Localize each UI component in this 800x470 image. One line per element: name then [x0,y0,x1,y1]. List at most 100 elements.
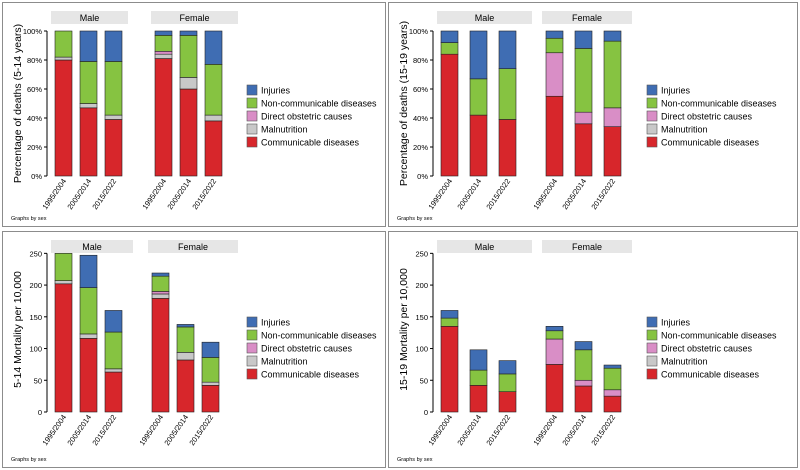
y-tick-label: 40% [413,114,428,123]
x-tick-label: 2005/2014 [560,413,588,447]
legend-swatch-malnutrition [246,355,258,367]
facet-strip [148,240,238,253]
legend-swatch-malnutrition [646,123,658,135]
y-axis-title: 5-14 Mortality per 10,000 [12,271,24,388]
y-tick-label: 0% [31,172,42,181]
legend-label-communicable-diseases: Communicable diseases [661,138,760,148]
bar-segment-injuries [545,30,564,39]
bar-segment-communicable-diseases [154,58,173,177]
legend-label-communicable-diseases: Communicable diseases [661,370,760,380]
y-tick-label: 0 [38,408,42,417]
y-tick-label: 60% [27,85,42,94]
bar-segment-communicable-diseases [545,364,564,413]
bar-segment-non-communicable-diseases [440,42,459,55]
x-tick-label: 2005/2014 [65,413,93,447]
legend-swatch-injuries [246,316,258,328]
y-axis-title: Percentage of deaths (15-19 years) [398,21,410,186]
bar-segment-direct-obstetric-causes [574,379,593,387]
facet-title-female: Female [178,242,208,252]
y-tick-label: 20% [413,143,428,152]
x-tick-label: 1995/2004 [40,177,68,211]
bar-segment-communicable-diseases [469,385,488,413]
legend-label-non-communicable-diseases: Non-communicable diseases [261,99,377,109]
bar-segment-non-communicable-diseases [104,331,123,370]
bar-segment-malnutrition [201,381,220,386]
bar-segment-injuries [498,360,517,375]
legend-label-non-communicable-diseases: Non-communicable diseases [261,331,377,341]
bar-segment-injuries [79,30,98,62]
chart-svg: 0 50 100 150 200 250 15-19 Mortality per 10,00… [397,240,777,463]
bar-segment-direct-obstetric-causes [545,338,564,365]
bar-segment-injuries [603,30,622,42]
x-tick-label: 2015/2022 [90,177,118,211]
bar-segment-malnutrition [79,103,98,109]
legend-swatch-injuries [646,84,658,96]
x-tick-label: 1995/2004 [531,177,559,211]
bar-segment-malnutrition [54,56,73,61]
bar-segment-non-communicable-diseases [154,35,173,52]
bar-segment-injuries [176,324,195,328]
x-tick-label: 1995/2004 [426,177,454,211]
bar-segment-injuries [440,30,459,43]
y-tick-label: 50 [34,376,42,385]
y-tick-label: 100 [415,345,428,354]
facet-title-male: Male [475,13,495,23]
bar-segment-communicable-diseases [204,120,223,177]
legend-swatch-direct-obstetric-causes [646,342,658,354]
bar-segment-injuries [104,30,123,62]
bar-segment-injuries [545,326,564,332]
y-tick-label: 0% [417,172,428,181]
bar-segment-communicable-diseases [179,88,198,177]
bar-segment-malnutrition [204,114,223,122]
y-tick-label: 60% [413,85,428,94]
x-tick-label: 1995/2004 [426,413,454,447]
y-tick-label: 250 [29,249,42,258]
y-tick-label: 40% [27,114,42,123]
bar-segment-injuries [151,272,170,277]
y-tick-label: 100% [23,27,43,36]
x-tick-label: 2015/2022 [90,413,118,447]
legend-label-injuries: Injuries [661,318,691,328]
bar-segment-communicable-diseases [176,359,195,413]
y-tick-label: 250 [415,249,428,258]
bar-segment-non-communicable-diseases [498,373,517,392]
legend-swatch-malnutrition [646,355,658,367]
bar-segment-communicable-diseases [151,298,170,413]
bar-segment-direct-obstetric-causes [574,111,593,125]
facet-strip [542,11,632,24]
x-tick-label: 2015/2022 [190,177,218,211]
bar-segment-injuries [154,30,173,36]
bar-segment-direct-obstetric-causes [151,291,170,295]
bar-segment-communicable-diseases [574,123,593,177]
x-tick-label: 1995/2004 [531,413,559,447]
bar-segment-malnutrition [104,114,123,120]
legend-swatch-direct-obstetric-causes [246,342,258,354]
bar-segment-communicable-diseases [440,53,459,177]
y-tick-label: 80% [27,56,42,65]
bar-segment-communicable-diseases [574,385,593,413]
legend-label-malnutrition: Malnutrition [261,125,308,135]
legend-swatch-non-communicable-diseases [246,329,258,341]
chart-svg: 0% 20% 40% 60% 80% 100%Percentage of deaths (… [11,11,377,222]
x-tick-label: 2015/2022 [589,413,617,447]
x-tick-label: 1995/2004 [140,177,168,211]
bar-segment-communicable-diseases [498,119,517,177]
bar-segment-non-communicable-diseases [179,35,198,78]
facet-strip [542,240,632,253]
chart-pct-deaths-5-14: 0% 20% 40% 60% 80% 100% Percentage of deaths (… [2,2,386,227]
x-tick-label: 2015/2022 [484,177,512,211]
facet-strip [151,11,238,24]
bar-segment-non-communicable-diseases [104,61,123,116]
x-tick-label: 2005/2014 [455,413,483,447]
bar-segment-non-communicable-diseases [574,349,593,381]
legend-swatch-communicable-diseases [246,136,258,148]
bar-segment-non-communicable-diseases [545,330,564,340]
legend-swatch-non-communicable-diseases [646,329,658,341]
legend-swatch-direct-obstetric-causes [246,110,258,122]
bar-segment-malnutrition [154,53,173,59]
y-tick-label: 200 [415,281,428,290]
legend-swatch-direct-obstetric-causes [646,110,658,122]
bar-segment-communicable-diseases [201,385,220,413]
legend-label-direct-obstetric-causes: Direct obstetric causes [661,344,753,354]
y-axis-title: Percentage of deaths (5-14 years) [12,24,24,183]
